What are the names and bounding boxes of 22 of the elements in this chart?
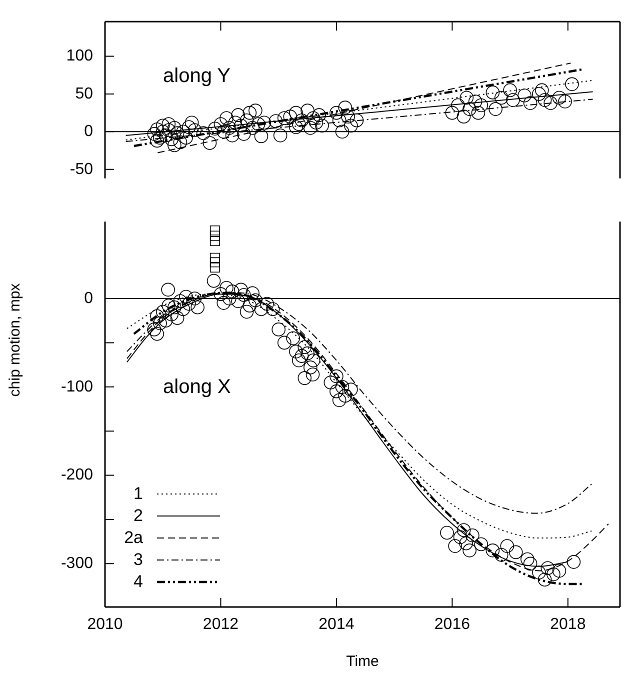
annotation: along Y — [163, 64, 230, 87]
y-tick-label: -100 — [60, 378, 94, 396]
annotation: along X — [163, 376, 231, 398]
legend-label: 1 — [132, 483, 143, 505]
y-tick-label: -200 — [60, 466, 94, 484]
y-tick-label: -50 — [70, 160, 94, 178]
y-tick-label: 0 — [84, 290, 94, 307]
legend-label: 2a — [123, 527, 143, 549]
x-tick-label: 2016 — [434, 616, 470, 634]
y-tick-label: 50 — [75, 85, 94, 102]
x-tick-label: 2012 — [202, 616, 239, 634]
x-axis-title: Time — [346, 653, 379, 670]
y-axis-title: chip motion, mpx — [6, 283, 24, 397]
legend-label: 2 — [132, 505, 143, 527]
x-tick-label: 2010 — [87, 616, 123, 634]
legend-label: 3 — [132, 549, 143, 571]
y-tick-label: 100 — [66, 48, 94, 65]
y-tick-label: -300 — [60, 555, 94, 572]
y-tick-label: 0 — [84, 123, 94, 140]
x-tick-label: 2018 — [550, 616, 586, 634]
legend-label: 4 — [132, 571, 143, 593]
x-tick-label: 2014 — [318, 616, 354, 634]
